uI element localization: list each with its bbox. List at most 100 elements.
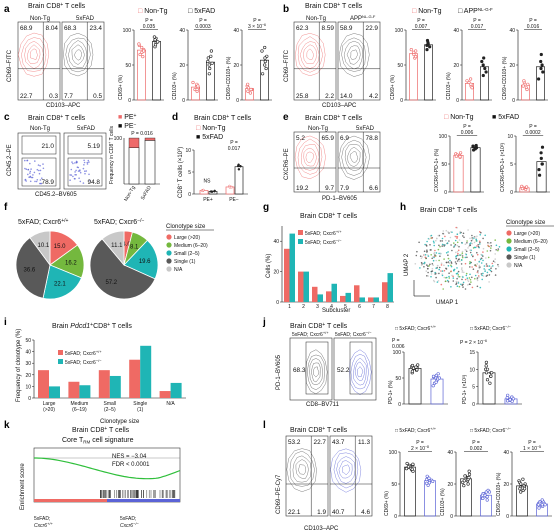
umap-cell: [447, 261, 450, 263]
umap-cell: [485, 275, 488, 277]
y-tick-label: 50: [25, 338, 31, 344]
legend-swatch: [506, 262, 512, 268]
data-point: [208, 66, 212, 71]
y-tick-label: 50: [125, 63, 131, 69]
umap-cell: [432, 259, 435, 262]
flow-dot: [87, 159, 90, 162]
umap-cell: [466, 256, 468, 259]
umap-cell: [456, 241, 459, 244]
legend-i-wt-swatch: [58, 350, 63, 355]
umap-cell: [447, 231, 449, 233]
flow-dot: [75, 161, 78, 164]
umap-cell: [431, 263, 434, 265]
flow-dot: [40, 182, 42, 185]
panel-f: 5xFAD; Cxcr6+/+ 5xFAD; Cxcr6−/− 15.0 16.2…: [15, 218, 214, 300]
umap-cell: [480, 273, 483, 275]
data-point: [137, 42, 141, 46]
data-point: [246, 89, 250, 93]
y-tick-label: 0: [182, 98, 185, 104]
flow-dot: [82, 182, 85, 184]
data-point: [409, 47, 413, 52]
quadrant-bl: 25.8: [296, 93, 309, 100]
mean-bar: [206, 61, 215, 101]
gsea-right-axis: 5xFAD;: [120, 516, 136, 522]
data-point: [510, 399, 514, 403]
flow-dot: [75, 174, 77, 176]
umap-cell: [472, 268, 475, 271]
umap-cell: [450, 231, 452, 233]
umap-cell: [456, 267, 458, 269]
umap-cell: [494, 261, 496, 264]
flow-dot: [79, 169, 81, 171]
umap-cell: [448, 262, 451, 265]
data-point: [207, 72, 211, 76]
gsea-plot: [33, 447, 181, 503]
umap-cell: [453, 269, 455, 271]
j-cnt-p: P = 2 × 10−6: [460, 339, 487, 346]
flow-b-xaxis: CD103–APC: [322, 103, 357, 109]
flow-dot: [39, 169, 42, 172]
y-tick-label: 0: [276, 300, 279, 306]
umap-cell: [452, 277, 455, 279]
contour-line: [292, 455, 312, 483]
bar-pe-pos: [144, 137, 156, 141]
y-axis-label: Frequency in CD8+ T cells: [108, 126, 115, 184]
legend-item: Large (>20): [514, 231, 540, 237]
ns-label: NS: [204, 179, 212, 185]
umap-cell: [465, 274, 468, 277]
data-point: [489, 374, 493, 378]
umap-cell: [490, 270, 493, 273]
mean-bar: [480, 66, 489, 101]
x-tick-label: 3: [316, 304, 319, 310]
y-tick-label: 40: [25, 350, 31, 356]
mean-bar: [424, 44, 433, 101]
data-point: [425, 481, 429, 486]
umap-cell: [476, 278, 479, 281]
data-point: [196, 84, 200, 88]
scatter-a-cd103: 0 20 40 CD103+ (%) P =0.0003: [172, 18, 218, 104]
umap-cell: [443, 245, 446, 247]
scatter-j-pct: 0 50 100 PD-1+ (%): [388, 350, 448, 408]
contour-line: [295, 459, 309, 479]
data-point: [140, 45, 144, 50]
flow-b-yaxis: CD69–FITC: [284, 49, 290, 82]
flow-dot: [29, 180, 32, 183]
data-point: [153, 43, 158, 47]
legend-g-ko-swatch: [298, 239, 303, 244]
data-point: [425, 47, 429, 52]
data-point: [410, 369, 415, 373]
umap-cell: [423, 266, 425, 268]
flow-dot: [38, 169, 40, 172]
data-point: [263, 45, 267, 50]
p-value-label: P =: [463, 124, 471, 130]
umap-cell: [447, 281, 450, 283]
contour-line: [311, 362, 321, 383]
y-tick-label: 20: [453, 63, 459, 69]
pie-label: 57.2: [105, 280, 117, 286]
y-tick-label: 40: [179, 28, 185, 34]
umap-cell: [475, 238, 478, 241]
y-tick-label: 100: [393, 350, 402, 356]
umap-cell: [456, 233, 459, 236]
flow-j-left-label: 5xFAD; Cxcr6+/+: [292, 330, 329, 338]
umap-cell: [489, 249, 492, 252]
mean-bar: [152, 41, 161, 101]
y-tick-label: 10: [185, 148, 191, 154]
umap-cell: [467, 247, 469, 249]
p-value: 0.017: [471, 24, 484, 30]
umap-cell: [433, 242, 435, 244]
umap-cell: [492, 265, 494, 267]
y-tick-label: 0: [512, 98, 515, 104]
data-point: [236, 164, 240, 168]
umap-cell: [472, 255, 474, 258]
umap-cell: [494, 253, 497, 255]
gsea-left-axis: 5xFAD;: [34, 516, 50, 522]
umap-cell: [426, 249, 428, 251]
umap-cell: [488, 281, 490, 283]
umap-cell: [444, 235, 446, 238]
data-point: [485, 378, 490, 382]
contour-line: [357, 366, 364, 378]
umap-cell: [448, 232, 450, 234]
umap-cell: [462, 286, 464, 288]
mean-bar: [521, 84, 530, 101]
